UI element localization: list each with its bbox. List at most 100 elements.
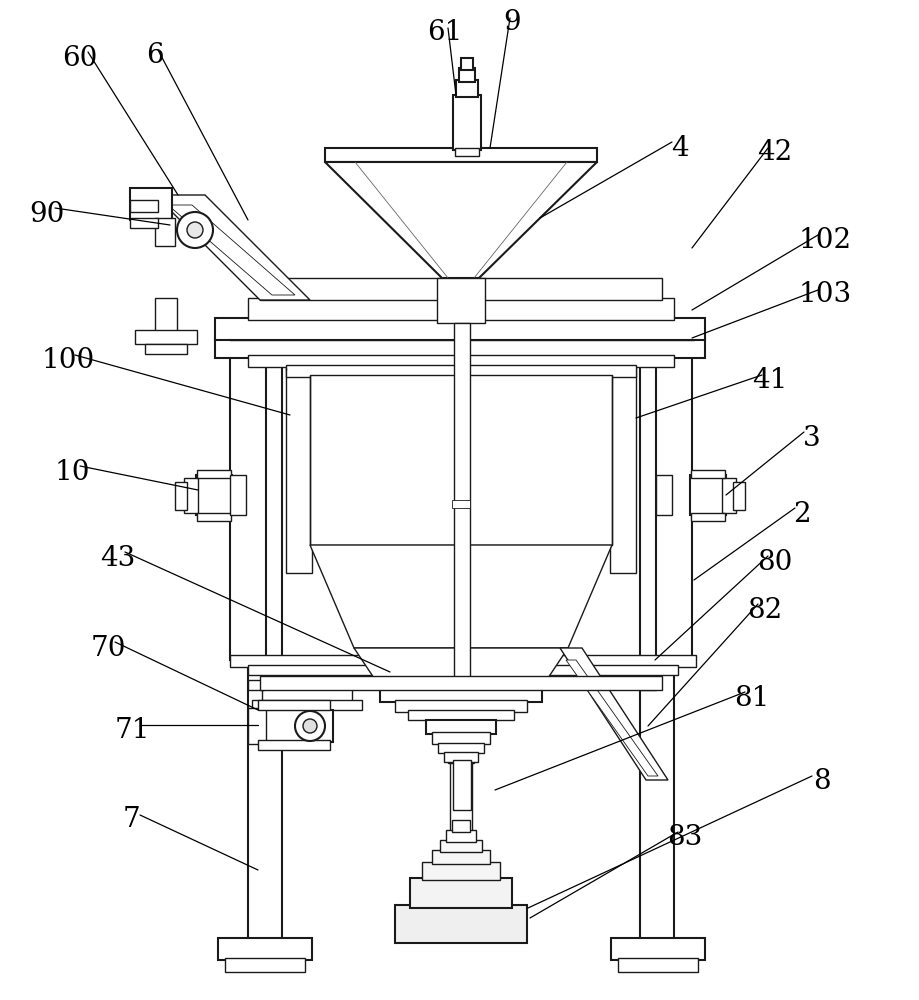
Bar [248,360,282,950]
Bar [732,482,744,510]
Bar [248,355,674,367]
Bar [456,480,463,510]
Text: 6: 6 [146,42,164,69]
Bar [260,676,662,690]
Bar [196,475,232,515]
Bar [449,760,471,935]
Bar [459,68,474,82]
Bar [230,655,696,667]
Bar [130,218,158,228]
Bar [655,355,691,660]
Bar [175,482,187,510]
Circle shape [302,719,317,733]
Bar [130,200,158,212]
Bar [262,688,352,702]
Text: 80: 80 [756,548,792,576]
Text: 81: 81 [733,684,769,712]
Bar [145,344,187,354]
Text: 4: 4 [671,135,688,162]
Polygon shape [154,195,310,300]
Bar [448,688,473,763]
Bar [455,148,479,156]
Polygon shape [324,162,596,280]
Bar [452,95,481,150]
Bar [310,375,611,545]
Bar [230,475,245,515]
Text: 42: 42 [756,139,792,166]
Bar [609,368,635,573]
Bar [260,278,662,300]
Bar [655,475,671,515]
Bar [451,820,470,832]
Bar [248,708,266,744]
Bar [257,700,330,710]
Bar [437,278,484,323]
Bar [230,330,693,340]
Bar [437,743,483,753]
Text: 3: 3 [802,424,820,452]
Bar [640,680,655,690]
Text: 103: 103 [798,282,851,308]
Bar [130,188,172,220]
Text: 7: 7 [123,806,141,833]
Circle shape [295,711,324,741]
Bar [444,278,478,320]
Bar [456,80,478,97]
Bar [324,148,596,162]
Bar [425,720,495,734]
Bar [640,360,674,950]
Text: 61: 61 [426,19,462,46]
Text: 41: 41 [752,366,787,393]
Bar [446,830,475,842]
Bar [452,760,471,810]
Bar [721,478,735,513]
Bar [248,665,677,675]
Bar [444,752,478,762]
Bar [439,840,482,852]
Text: 102: 102 [798,227,851,253]
Text: 60: 60 [62,45,97,72]
Bar [197,470,231,478]
Bar [154,298,176,333]
Bar [257,710,333,742]
Bar [432,850,490,864]
Text: 82: 82 [746,596,782,624]
Circle shape [187,222,203,238]
Text: 83: 83 [666,824,702,851]
Bar [690,513,724,521]
Bar [453,323,470,753]
Bar [135,330,197,344]
Bar [689,475,725,515]
Bar [252,700,361,710]
Text: 10: 10 [54,458,90,486]
Bar [286,368,312,573]
Bar [215,338,704,358]
Bar [286,365,635,377]
Polygon shape [560,648,667,780]
Text: 43: 43 [100,544,135,572]
Text: 8: 8 [812,768,830,795]
Bar [407,710,514,720]
Polygon shape [310,545,611,648]
Bar [380,688,541,702]
Bar [230,355,266,660]
Bar [154,218,175,246]
Bar [218,938,312,960]
Bar [394,700,527,712]
Text: 9: 9 [503,9,520,36]
Bar [460,58,472,70]
Bar [197,513,231,521]
Bar [410,878,512,908]
Polygon shape [330,155,595,280]
Polygon shape [354,648,567,690]
Bar [184,478,198,513]
Bar [225,958,305,972]
Polygon shape [168,205,295,295]
Text: 2: 2 [792,502,810,528]
Bar [248,680,264,690]
Polygon shape [565,660,657,776]
Text: 71: 71 [114,716,150,744]
Bar [451,500,470,508]
Text: 70: 70 [90,635,126,662]
Bar [690,470,724,478]
